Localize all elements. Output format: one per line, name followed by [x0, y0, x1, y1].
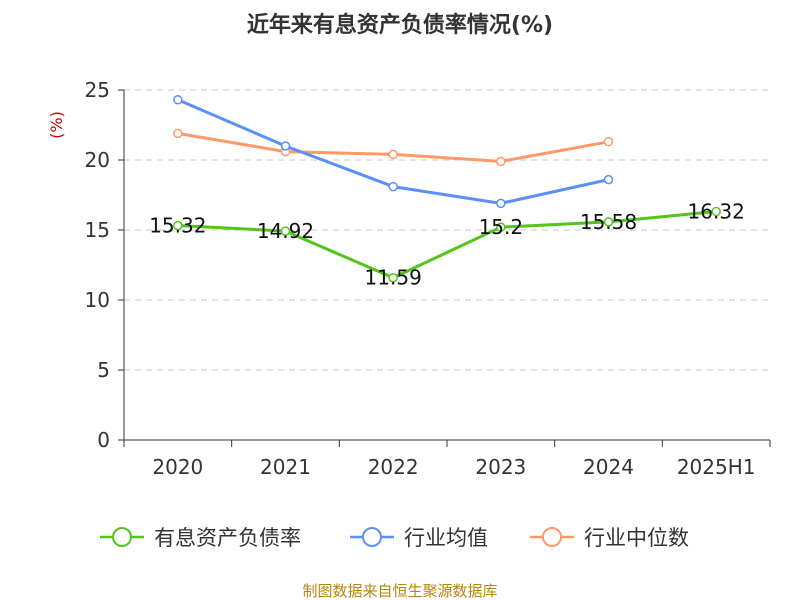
source-note: 制图数据来自恒生聚源数据库 — [302, 582, 497, 600]
data-label: 15.58 — [580, 210, 637, 234]
grid-lines — [124, 89, 770, 371]
series-line — [177, 210, 717, 280]
series-lines — [177, 98, 717, 280]
x-tick-label: 2020 — [152, 455, 203, 479]
data-point — [388, 149, 398, 160]
data-points — [173, 95, 721, 283]
data-point — [711, 206, 721, 217]
data-point — [496, 156, 506, 167]
data-point — [388, 272, 398, 283]
y-tick-label: 15 — [85, 218, 110, 242]
x-tick-label: 2024 — [583, 455, 634, 479]
data-point — [173, 220, 183, 231]
data-point — [173, 95, 183, 105]
data-label: 15.2 — [479, 215, 524, 239]
x-tick-label: 2022 — [368, 455, 419, 479]
legend: 有息资产负债率 行业均值 行业中位数 — [100, 526, 689, 550]
data-label: 15.32 — [149, 214, 206, 238]
data-point — [603, 217, 614, 227]
legend-label: 行业中位数 — [584, 526, 689, 550]
y-axis-label: (%) — [47, 111, 66, 139]
data-point — [388, 181, 398, 192]
legend-marker — [112, 527, 132, 547]
legend-marker — [542, 527, 562, 547]
data-labels: 15.32 14.92 11.59 15.2 15.58 16.32 — [149, 200, 745, 290]
x-tick-label: 2025H1 — [677, 455, 756, 479]
y-tick-label: 20 — [85, 148, 110, 172]
chart-title: 近年来有息资产负债率情况(%) — [247, 12, 553, 38]
y-tick-label: 5 — [97, 358, 110, 382]
x-tick-label: 2023 — [475, 455, 526, 479]
legend-item: 有息资产负债率 — [100, 526, 301, 550]
legend-label: 有息资产负债率 — [154, 526, 301, 550]
data-point — [280, 226, 291, 236]
legend-item: 行业均值 — [350, 526, 488, 550]
data-label: 16.32 — [688, 200, 745, 224]
data-label: 11.59 — [365, 266, 422, 290]
x-tick-label: 2021 — [260, 455, 311, 479]
legend-label: 行业均值 — [404, 526, 488, 550]
data-point — [496, 222, 506, 232]
y-tick-label: 0 — [97, 428, 110, 452]
axes: 0 5 10 15 20 25 2020 2021 2022 2023 2024 2025H1 — [85, 78, 771, 479]
legend-marker — [362, 527, 382, 547]
data-point — [496, 198, 506, 209]
y-tick-label: 25 — [85, 78, 110, 102]
data-point — [603, 137, 614, 147]
data-point — [280, 141, 291, 151]
legend-item: 行业中位数 — [530, 526, 689, 550]
y-tick-label: 10 — [85, 288, 110, 312]
data-point — [603, 174, 614, 185]
data-point — [173, 128, 183, 139]
data-label: 14.92 — [257, 219, 314, 243]
